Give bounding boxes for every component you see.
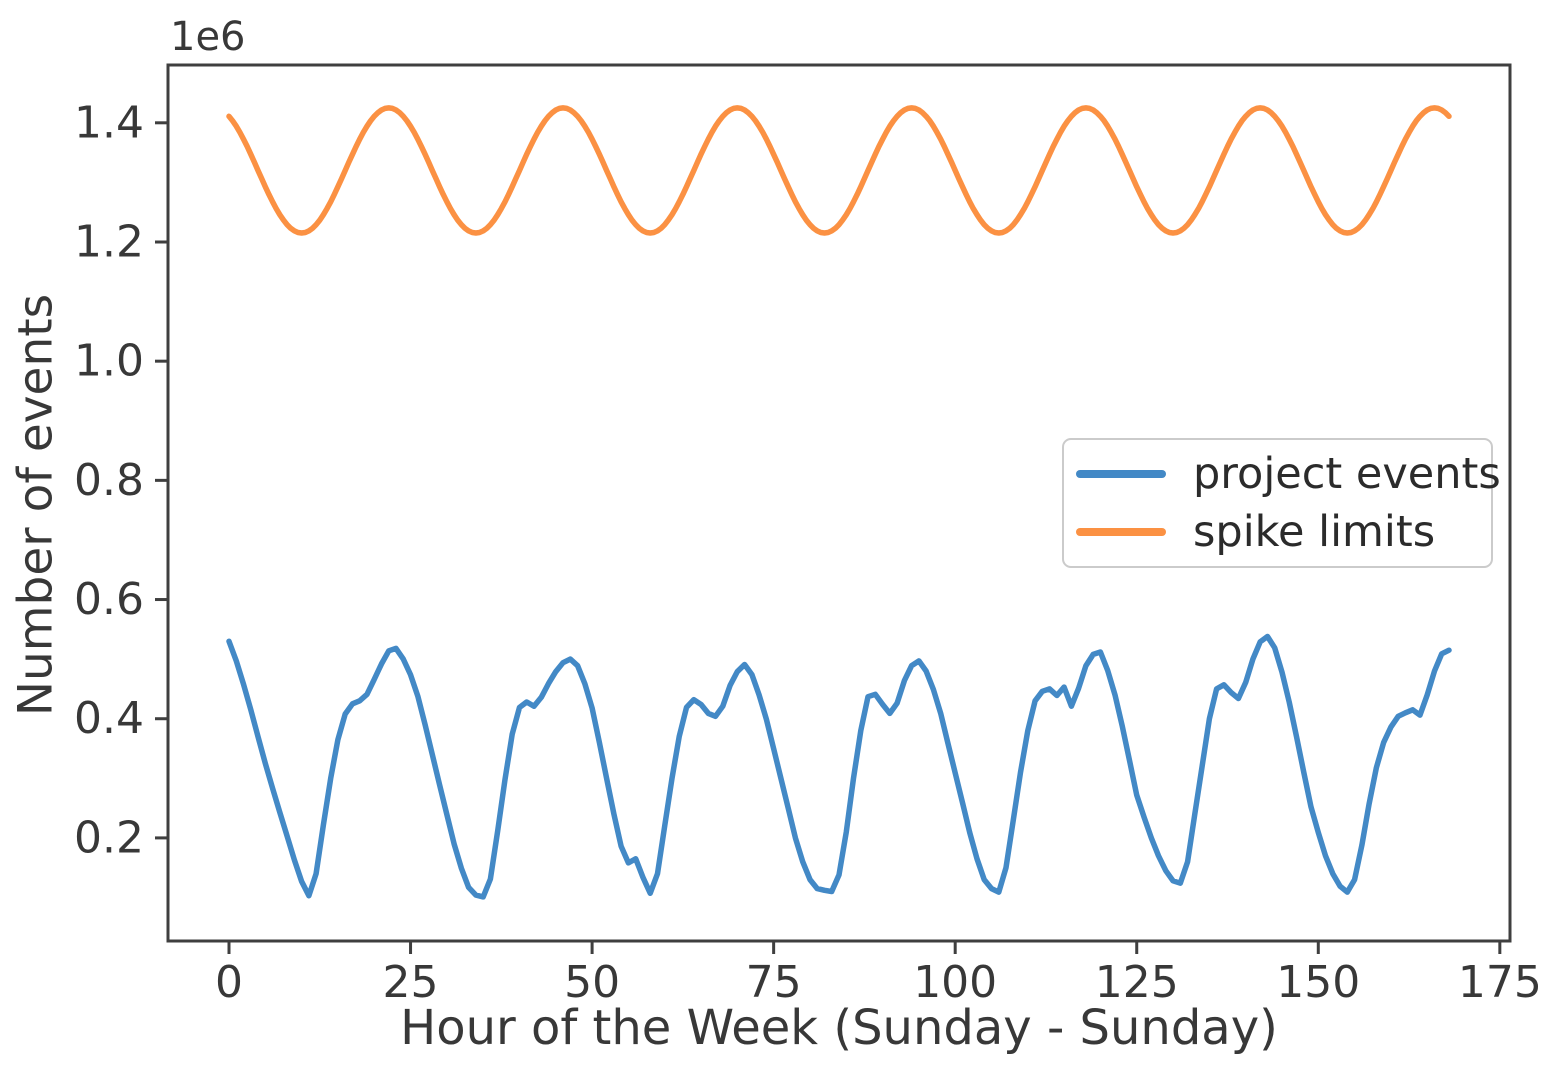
y-tick-label: 0.8 [74, 455, 144, 506]
x-axis-label: Hour of the Week (Sunday - Sunday) [400, 1000, 1278, 1056]
x-tick-label: 75 [746, 957, 802, 1008]
y-tick-label: 0.4 [74, 693, 144, 744]
x-tick-label: 0 [215, 957, 243, 1008]
legend: project events spike limits [1062, 438, 1501, 568]
legend-label: project events [1193, 448, 1501, 499]
y-axis-offset-label: 1e6 [170, 14, 246, 60]
x-tick-label: 150 [1276, 957, 1360, 1008]
x-tick-label: 175 [1458, 957, 1542, 1008]
y-tick-label: 1.4 [74, 97, 144, 148]
legend-line-swatch-orange [1076, 528, 1166, 537]
legend-item-project-events: project events [1076, 449, 1501, 499]
legend-item-spike-limits: spike limits [1076, 507, 1491, 557]
y-tick-label: 0.6 [74, 574, 144, 625]
y-axis-label: Number of events [8, 293, 64, 717]
x-tick-label: 125 [1095, 957, 1179, 1008]
x-tick-label: 25 [383, 957, 439, 1008]
legend-label: spike limits [1193, 507, 1436, 558]
series-line-spike-limits [226, 105, 1452, 236]
series-line-project-events [226, 633, 1452, 900]
x-tick-label: 50 [564, 957, 620, 1008]
legend-line-swatch-blue [1076, 469, 1166, 478]
y-tick-label: 1.0 [74, 336, 144, 387]
y-tick-label: 0.2 [74, 812, 144, 863]
x-tick-label: 100 [913, 957, 997, 1008]
plot-border [166, 63, 1512, 943]
y-tick-label: 1.2 [74, 216, 144, 267]
